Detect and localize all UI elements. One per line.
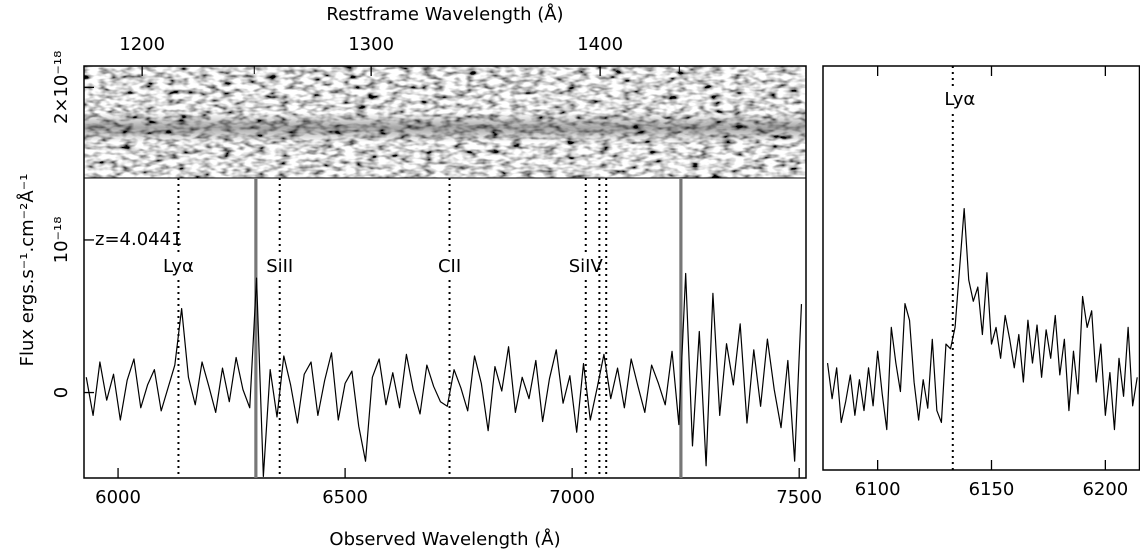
y-axis-label: Flux ergs.s⁻¹.cm⁻²Å⁻¹ [16, 174, 38, 367]
x2-tick-label: 1200 [119, 34, 165, 55]
x-tick-label: 6000 [95, 487, 141, 508]
image-trace [84, 66, 806, 178]
x-tick-label: 6200 [1082, 479, 1128, 500]
main-panel: 6000 6500 7000 7500 1200 1300 1400 0 10⁻¹⁸ 2×10⁻¹… [16, 3, 822, 550]
spectrum [826, 207, 1138, 431]
line-label: Lyα [944, 89, 975, 110]
x-axis-label: Observed Wavelength (Å) [329, 528, 560, 550]
line-label: CII [438, 256, 461, 277]
x2-tick-label: 1300 [348, 34, 394, 55]
redshift-label: z=4.0441 [95, 229, 183, 250]
plot-frame [822, 65, 1140, 471]
plot-frame [83, 65, 807, 479]
x-tick-label: 7000 [549, 487, 595, 508]
zoom-panel: 6100 6150 6200 Lyα [822, 65, 1140, 500]
x-tick-label: 6500 [322, 487, 368, 508]
y-tick-label: 10⁻¹⁸ [51, 217, 72, 264]
x-tick-label: 6100 [855, 479, 901, 500]
label-bg [942, 89, 978, 111]
spectrum-image [84, 66, 806, 179]
label-bg [566, 256, 605, 278]
label-bg [264, 256, 296, 278]
label-bg [435, 256, 464, 278]
x2-tick-label: 1400 [577, 34, 623, 55]
x2-axis-label: Restframe Wavelength (Å) [326, 3, 563, 25]
y-tick-label: 0 [51, 387, 72, 398]
line-label: SiII [266, 256, 293, 277]
x-tick-label: 6150 [969, 479, 1015, 500]
label-bg [160, 256, 196, 278]
line-label: Lyα [163, 256, 194, 277]
masked-region [254, 178, 258, 478]
line-label: SiIV [569, 256, 604, 277]
x-tick-label: 7500 [776, 487, 822, 508]
masked-region [679, 178, 683, 478]
spectrum [85, 272, 803, 478]
y-tick-label: 2×10⁻¹⁸ [51, 51, 72, 124]
spectrum-line [85, 272, 803, 478]
spectrum-line [826, 207, 1138, 431]
